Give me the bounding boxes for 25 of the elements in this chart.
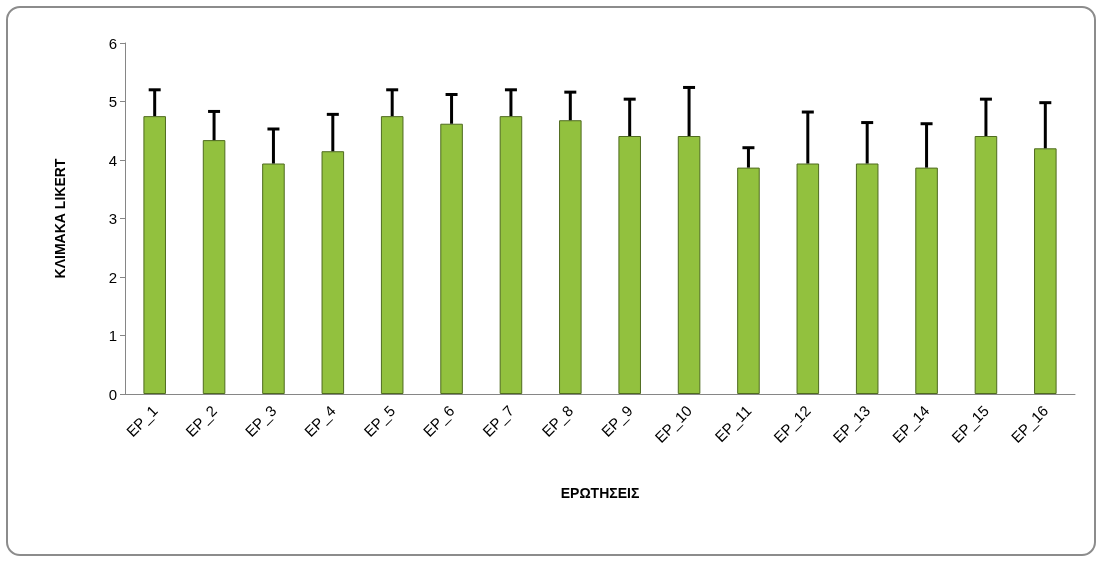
bar <box>618 136 641 394</box>
bar <box>262 163 285 394</box>
bar <box>677 136 701 394</box>
y-tick-label: 1 <box>108 327 117 344</box>
y-tick-label: 2 <box>108 268 117 286</box>
bar <box>796 163 820 394</box>
y-tick-label: 5 <box>108 93 117 110</box>
bar <box>559 120 582 394</box>
y-tick-label: 4 <box>108 151 117 169</box>
bar <box>321 151 345 394</box>
bar <box>737 167 760 394</box>
x-axis-title: ΕΡΩΤΗΣΕΙΣ <box>560 485 640 501</box>
y-tick-label: 3 <box>108 210 117 227</box>
bar <box>499 116 523 394</box>
bar <box>143 116 166 394</box>
y-tick-label: 0 <box>108 385 117 403</box>
bar <box>855 163 879 394</box>
y-tick-label: 6 <box>108 34 117 52</box>
bar <box>915 167 938 394</box>
bar <box>974 136 998 394</box>
bar <box>440 123 463 394</box>
bar <box>380 116 404 394</box>
bar <box>1034 148 1057 394</box>
y-axis-title: ΚΛΙΜΑΚΑ LIKERT <box>52 158 68 279</box>
bar <box>202 140 226 394</box>
